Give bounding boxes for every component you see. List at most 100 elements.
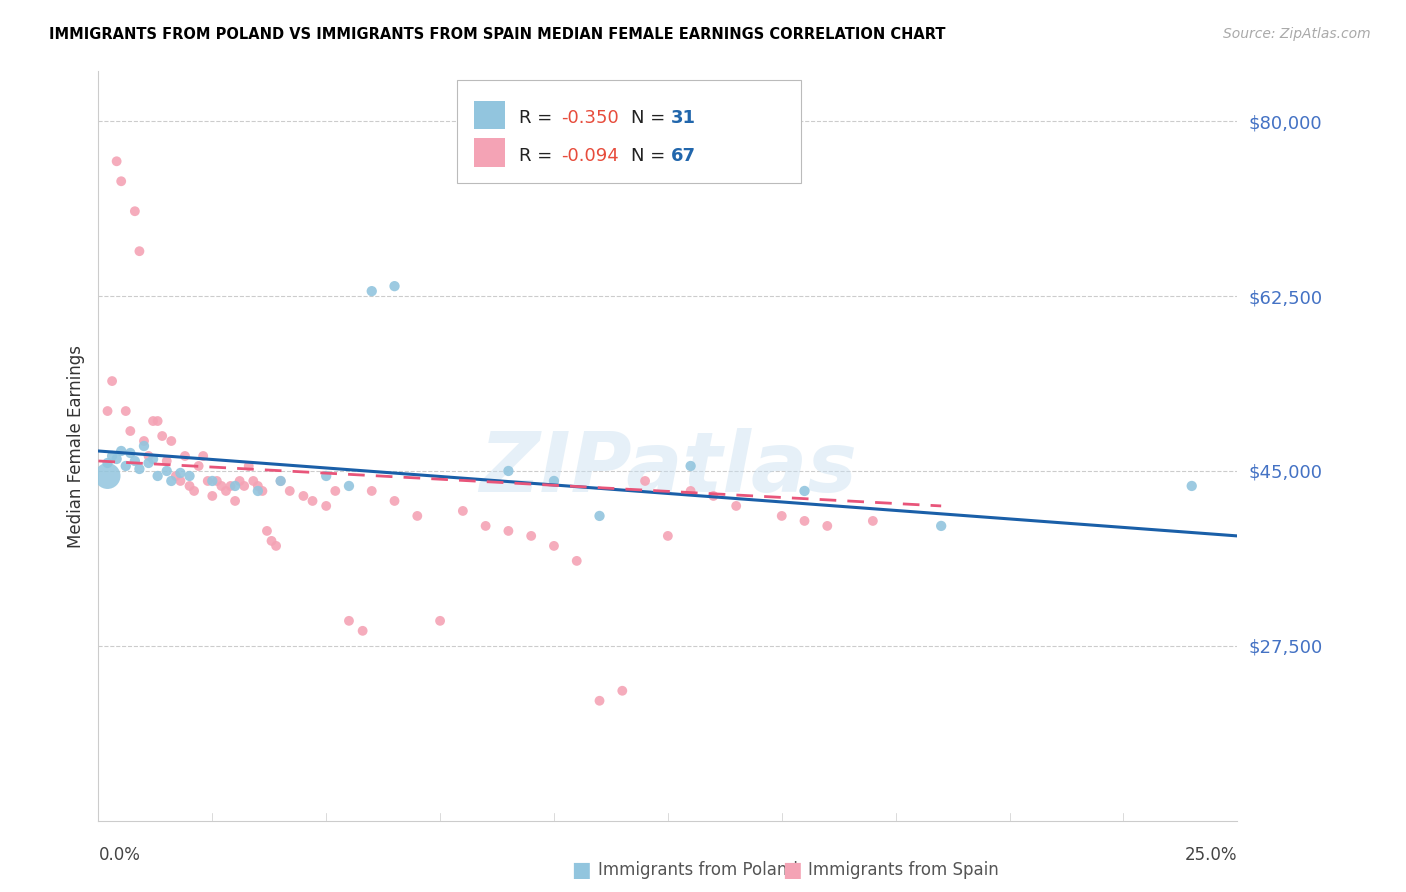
Point (256, 524, 278, 538)
Text: N =: N = (631, 147, 671, 165)
Point (862, 514, 884, 528)
Point (264, 539, 287, 553)
Point (142, 414, 165, 428)
Point (451, 504, 474, 518)
Point (179, 479, 201, 493)
Point (96, 404, 118, 418)
Point (128, 244, 150, 259)
Point (215, 483, 238, 498)
Point (110, 444, 132, 458)
Point (146, 469, 169, 483)
Point (138, 456, 160, 470)
Point (429, 614, 451, 628)
Point (292, 489, 315, 503)
Point (179, 469, 201, 483)
Point (270, 474, 292, 488)
Point (498, 464, 520, 478)
Text: Source: ZipAtlas.com: Source: ZipAtlas.com (1223, 27, 1371, 41)
Point (246, 479, 269, 493)
Point (246, 483, 269, 498)
Text: 0.0%: 0.0% (98, 846, 141, 863)
Point (128, 462, 150, 476)
Point (187, 458, 209, 473)
Point (634, 474, 657, 488)
Point (138, 449, 160, 463)
Point (543, 474, 565, 488)
Point (384, 279, 406, 293)
Point (201, 474, 224, 488)
Point (101, 449, 124, 463)
Point (110, 174, 132, 188)
Point (205, 474, 228, 488)
Point (384, 494, 406, 508)
Point (301, 494, 323, 508)
Text: ■: ■ (782, 860, 801, 880)
Point (725, 499, 748, 513)
Point (201, 489, 224, 503)
Point (252, 483, 274, 498)
Point (114, 404, 136, 418)
Point (120, 446, 142, 460)
Point (174, 449, 197, 463)
Point (474, 519, 496, 533)
Point (315, 499, 337, 513)
Point (209, 479, 232, 493)
Point (360, 483, 382, 498)
Text: IMMIGRANTS FROM POLAND VS IMMIGRANTS FROM SPAIN MEDIAN FEMALE EARNINGS CORRELATI: IMMIGRANTS FROM POLAND VS IMMIGRANTS FRO… (49, 27, 946, 42)
Point (142, 452, 165, 467)
Point (793, 514, 815, 528)
Point (169, 466, 191, 480)
Text: Immigrants from Poland: Immigrants from Poland (598, 861, 797, 879)
Point (337, 614, 360, 628)
Text: -0.094: -0.094 (561, 147, 619, 165)
Point (702, 489, 724, 503)
Point (315, 469, 337, 483)
Point (183, 483, 205, 498)
Point (406, 508, 429, 523)
Point (278, 483, 301, 498)
Point (150, 429, 173, 443)
Point (219, 479, 242, 493)
Text: N =: N = (631, 109, 671, 127)
Y-axis label: Median Female Earnings: Median Female Earnings (66, 344, 84, 548)
Point (160, 434, 183, 448)
Point (96, 456, 118, 470)
Point (588, 694, 610, 708)
Point (169, 474, 191, 488)
Point (498, 524, 520, 538)
Text: 67: 67 (671, 147, 696, 165)
Point (114, 458, 136, 473)
Point (770, 508, 793, 523)
Point (588, 508, 610, 523)
Point (101, 374, 124, 388)
Text: R =: R = (519, 109, 558, 127)
Point (352, 624, 374, 638)
Point (679, 458, 702, 473)
Point (793, 483, 815, 498)
Text: 25.0%: 25.0% (1185, 846, 1237, 863)
Point (160, 474, 183, 488)
Point (260, 533, 283, 548)
Point (543, 539, 565, 553)
Point (120, 424, 142, 438)
Text: Immigrants from Spain: Immigrants from Spain (808, 861, 1000, 879)
Text: 31: 31 (671, 109, 696, 127)
Point (679, 483, 702, 498)
Point (815, 519, 838, 533)
Point (156, 464, 179, 478)
Point (270, 474, 292, 488)
Point (132, 434, 155, 448)
Point (105, 452, 128, 467)
Point (929, 519, 952, 533)
Point (197, 474, 219, 488)
Point (96, 469, 118, 483)
Point (124, 454, 146, 468)
Point (156, 454, 179, 468)
Point (612, 683, 634, 698)
Point (242, 474, 264, 488)
Point (520, 529, 543, 543)
Text: ■: ■ (571, 860, 591, 880)
Point (337, 479, 360, 493)
Point (165, 469, 187, 483)
Point (132, 439, 155, 453)
